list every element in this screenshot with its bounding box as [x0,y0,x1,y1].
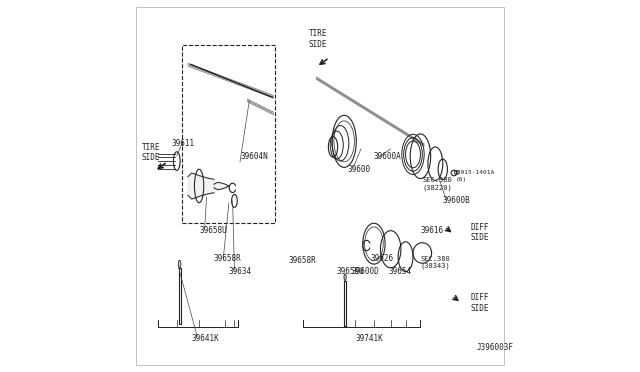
Text: TIRE
SIDE: TIRE SIDE [141,143,160,162]
Text: 39600B: 39600B [443,196,470,205]
Text: ⊙: ⊙ [452,169,459,177]
Text: TIRE
SIDE: TIRE SIDE [309,29,327,49]
Text: 08915-1401A: 08915-1401A [454,170,495,176]
Text: 39658U: 39658U [199,226,227,235]
Text: SEC.380: SEC.380 [422,177,452,183]
Text: SEC.380: SEC.380 [420,256,450,262]
Text: 39600D: 39600D [351,267,380,276]
Text: 39604N: 39604N [240,152,268,161]
Text: (38343): (38343) [420,263,450,269]
Text: 39641K: 39641K [191,334,220,343]
Text: 39600A: 39600A [374,153,402,161]
Text: 39658R: 39658R [289,256,316,265]
Text: 39659U: 39659U [337,267,365,276]
Text: DIFF
SIDE: DIFF SIDE [470,223,489,242]
Ellipse shape [344,274,346,280]
Text: 39634: 39634 [229,267,252,276]
Bar [182,45,275,223]
Text: 39611: 39611 [172,139,195,148]
Text: 39600: 39600 [348,165,371,174]
Text: 39658R: 39658R [214,254,242,263]
Text: 39654: 39654 [389,267,412,276]
Text: DIFF
SIDE: DIFF SIDE [470,294,489,313]
Text: 39741K: 39741K [355,334,383,343]
Text: (6): (6) [456,177,467,182]
Text: 39626: 39626 [370,254,394,263]
Text: (38220): (38220) [422,185,452,191]
Text: 39616: 39616 [420,226,444,235]
Text: J396003F: J396003F [476,343,513,352]
Ellipse shape [179,260,181,268]
